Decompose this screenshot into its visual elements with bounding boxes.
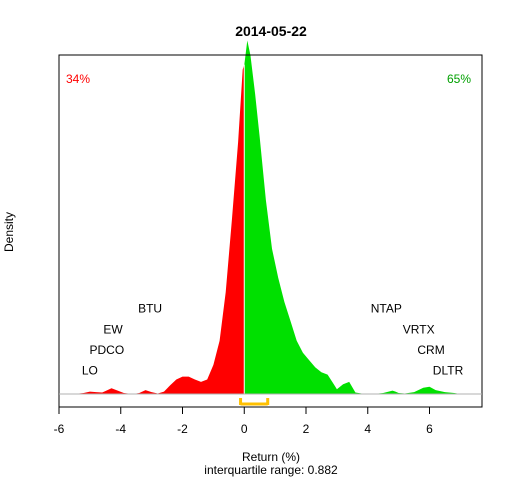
ticker-label-lo: LO (82, 364, 98, 378)
density-areas (59, 40, 482, 394)
x-tick-label: 2 (303, 422, 310, 436)
ticker-label-btu: BTU (138, 302, 162, 316)
pct-negative-label: 34% (66, 72, 90, 86)
ticker-label-vrtx: VRTX (403, 322, 435, 336)
x-tick-label: -4 (115, 422, 126, 436)
x-tick-label: -6 (54, 422, 65, 436)
x-axis-label: Return (%) (242, 450, 300, 464)
x-axis: -6 -4 -2 0 2 4 6 (54, 406, 433, 436)
negative-density-area (59, 64, 245, 394)
positive-density-area (244, 40, 482, 394)
iqr-bracket (239, 398, 270, 406)
ticker-label-ntap: NTAP (371, 302, 402, 316)
x-tick-label: 0 (241, 422, 248, 436)
ticker-label-dltr: DLTR (433, 364, 464, 378)
iqr-subtitle: interquartile range: 0.882 (204, 463, 338, 477)
ticker-label-ew: EW (103, 322, 123, 336)
ticker-label-crm: CRM (417, 343, 444, 357)
x-tick-label: -2 (177, 422, 188, 436)
y-axis-label: Density (2, 212, 16, 252)
x-tick-label: 6 (426, 422, 433, 436)
x-tick-label: 4 (364, 422, 371, 436)
ticker-label-pdco: PDCO (90, 343, 125, 357)
chart-title: 2014-05-22 (235, 23, 307, 39)
pct-positive-label: 65% (447, 72, 471, 86)
